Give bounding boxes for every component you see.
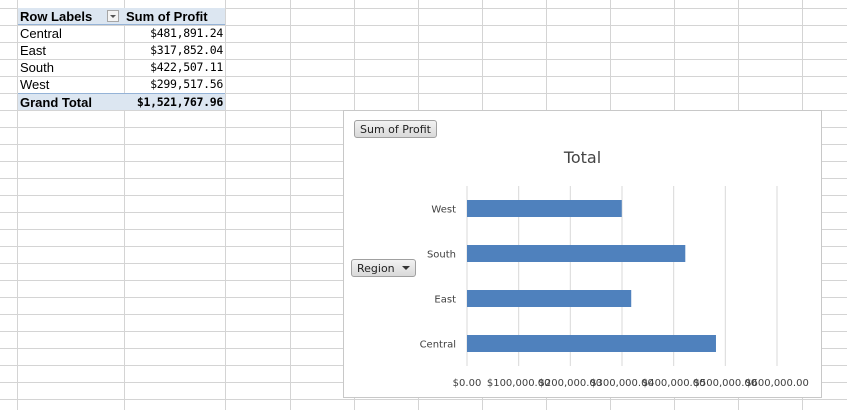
chevron-down-icon	[401, 266, 410, 270]
x-tick-label: $600,000.00	[745, 378, 809, 389]
table-row[interactable]: West $299,517.56	[18, 76, 225, 93]
x-tick-label: $200,000.00	[539, 378, 603, 389]
bar-east[interactable]	[467, 290, 632, 307]
y-tick-label: West	[431, 205, 456, 216]
row-value-south[interactable]: $422,507.11	[150, 60, 223, 74]
row-value-west[interactable]: $299,517.56	[150, 77, 223, 91]
sum-of-profit-field-button[interactable]: Sum of Profit	[354, 120, 437, 138]
y-tick-label: South	[427, 250, 456, 261]
table-row[interactable]: Central $481,891.24	[18, 25, 225, 42]
row-label-west[interactable]: West	[20, 77, 50, 92]
pivot-chart[interactable]: Sum of Profit Total Region $0.00 $100,000…	[343, 110, 822, 398]
grand-total-value[interactable]: $1,521,767.96	[124, 93, 225, 110]
x-tick-label: $0.00	[453, 378, 482, 389]
x-tick-label: $100,000.00	[487, 378, 551, 389]
sum-of-profit-header[interactable]: Sum of Profit	[124, 8, 225, 25]
column-divider	[290, 0, 291, 410]
bar-central[interactable]	[467, 335, 716, 352]
chart-plot-area: $0.00 $100,000.00$200,000.00$300,000.00$4…	[420, 186, 809, 389]
row-value-central[interactable]: $481,891.24	[150, 26, 223, 40]
pivot-header-row: Row Labels Sum of Profit	[18, 8, 225, 25]
grand-total-label[interactable]: Grand Total	[18, 93, 124, 110]
row-label-central[interactable]: Central	[20, 26, 62, 41]
x-tick-label: $300,000.00	[590, 378, 654, 389]
row-value-east[interactable]: $317,852.04	[150, 43, 223, 57]
row-label-east[interactable]: East	[20, 43, 47, 58]
row-labels-filter-dropdown-icon[interactable]	[107, 10, 119, 22]
grand-total-row[interactable]: Grand Total $1,521,767.96	[18, 93, 225, 110]
y-tick-label: East	[434, 295, 456, 306]
region-field-label: Region	[357, 262, 395, 275]
row-label-south[interactable]: South	[20, 60, 54, 75]
bar-south[interactable]	[467, 245, 686, 262]
row-labels-header: Row Labels	[20, 9, 93, 24]
chart-title: Total	[563, 148, 602, 167]
column-divider	[17, 0, 18, 410]
x-tick-label: $500,000.00	[694, 378, 758, 389]
table-row[interactable]: East $317,852.04	[18, 42, 225, 59]
bar-west[interactable]	[467, 200, 622, 217]
pivot-header-row-labels-cell[interactable]: Row Labels	[18, 8, 124, 25]
column-divider	[225, 0, 226, 410]
region-field-button[interactable]: Region	[351, 259, 416, 277]
x-tick-label: $400,000.00	[642, 378, 706, 389]
y-tick-label: Central	[420, 340, 456, 351]
table-row[interactable]: South $422,507.11	[18, 59, 225, 76]
column-divider	[124, 0, 125, 410]
